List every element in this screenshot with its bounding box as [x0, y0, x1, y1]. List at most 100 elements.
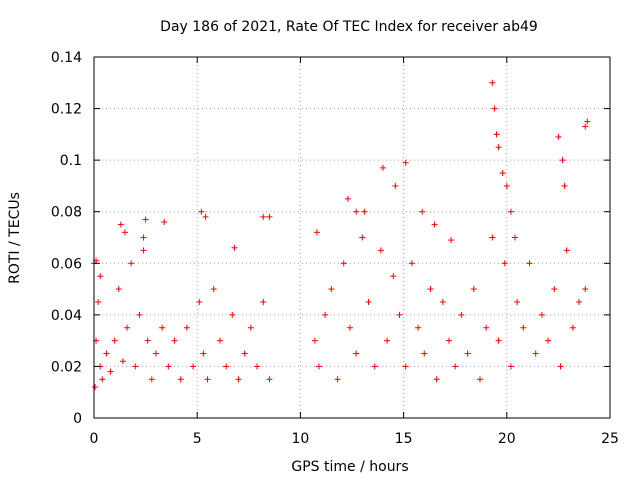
data-point: [266, 376, 273, 383]
data-point: [448, 237, 455, 244]
data-point: [107, 368, 114, 375]
data-point: [501, 260, 508, 267]
data-point: [584, 118, 591, 125]
data-point: [231, 244, 238, 251]
data-point: [136, 311, 143, 318]
data-point: [421, 350, 428, 357]
data-point: [97, 273, 104, 280]
data-point: [489, 234, 496, 241]
data-point: [260, 298, 267, 305]
y-axis-label: ROTI / TECUs: [7, 192, 23, 284]
y-tick-label: 0.12: [51, 102, 82, 118]
data-point: [260, 213, 267, 220]
data-point: [210, 286, 217, 293]
data-point: [103, 350, 110, 357]
data-point: [402, 159, 409, 166]
data-point: [328, 286, 335, 293]
data-point: [229, 311, 236, 318]
x-tick-label: 25: [601, 431, 619, 447]
data-point: [144, 337, 151, 344]
data-point: [489, 79, 496, 86]
x-axis-label: GPS time / hours: [291, 459, 408, 475]
data-point: [384, 337, 391, 344]
x-tick-label: 10: [291, 431, 309, 447]
data-point: [582, 123, 589, 130]
data-point: [392, 182, 399, 189]
data-point: [315, 363, 322, 370]
data-point: [111, 337, 118, 344]
data-point: [483, 324, 490, 331]
data-point: [561, 182, 568, 189]
data-point: [204, 376, 211, 383]
data-point: [266, 213, 273, 220]
data-point: [520, 324, 527, 331]
data-point: [452, 363, 459, 370]
data-point: [458, 311, 465, 318]
data-point: [439, 298, 446, 305]
data-point: [427, 286, 434, 293]
data-point: [526, 260, 533, 267]
data-point: [545, 337, 552, 344]
data-point: [503, 182, 510, 189]
data-point: [99, 376, 106, 383]
data-point: [121, 229, 128, 236]
data-point: [132, 363, 139, 370]
data-point: [241, 350, 248, 357]
data-point: [152, 350, 159, 357]
data-point: [235, 376, 242, 383]
data-point: [183, 324, 190, 331]
data-point: [359, 234, 366, 241]
data-point: [340, 260, 347, 267]
data-point: [551, 286, 558, 293]
data-point: [119, 358, 126, 365]
data-point: [346, 324, 353, 331]
data-point: [165, 363, 172, 370]
data-point: [491, 105, 498, 112]
y-tick-label: 0.02: [51, 359, 82, 375]
data-point: [142, 216, 149, 223]
data-point: [148, 376, 155, 383]
data-point: [128, 260, 135, 267]
x-tick-labels: 0 5 10 15 20 25: [90, 431, 619, 447]
y-tick-label: 0.14: [51, 50, 82, 66]
data-point: [433, 376, 440, 383]
data-point: [202, 213, 209, 220]
data-point: [557, 363, 564, 370]
data-point: [140, 234, 147, 241]
data-point: [117, 221, 124, 228]
data-point: [92, 384, 99, 391]
data-point: [353, 208, 360, 215]
data-point: [493, 131, 500, 138]
data-point: [419, 208, 426, 215]
data-point: [371, 363, 378, 370]
data-point: [196, 298, 203, 305]
data-point: [171, 337, 178, 344]
data-point: [177, 376, 184, 383]
data-point: [140, 247, 147, 254]
x-tick-label: 20: [498, 431, 516, 447]
data-point: [402, 363, 409, 370]
data-point: [322, 311, 329, 318]
data-point: [313, 229, 320, 236]
data-point: [415, 324, 422, 331]
data-point: [361, 208, 368, 215]
data-point: [569, 324, 576, 331]
grid-lines: [94, 57, 610, 418]
data-point: [254, 363, 261, 370]
data-point: [247, 324, 254, 331]
y-tick-label: 0.08: [51, 205, 82, 221]
data-point: [353, 350, 360, 357]
x-tick-label: 5: [193, 431, 202, 447]
y-tick-labels: 0 0.02 0.04 0.06 0.08 0.1 0.12 0.14: [51, 50, 82, 427]
data-point: [512, 234, 519, 241]
data-point: [563, 247, 570, 254]
data-point: [507, 208, 514, 215]
data-points: [91, 79, 591, 391]
data-point: [470, 286, 477, 293]
data-point: [555, 133, 562, 140]
data-point: [476, 376, 483, 383]
y-tick-label: 0.04: [51, 308, 82, 324]
data-point: [495, 144, 502, 151]
data-point: [446, 337, 453, 344]
